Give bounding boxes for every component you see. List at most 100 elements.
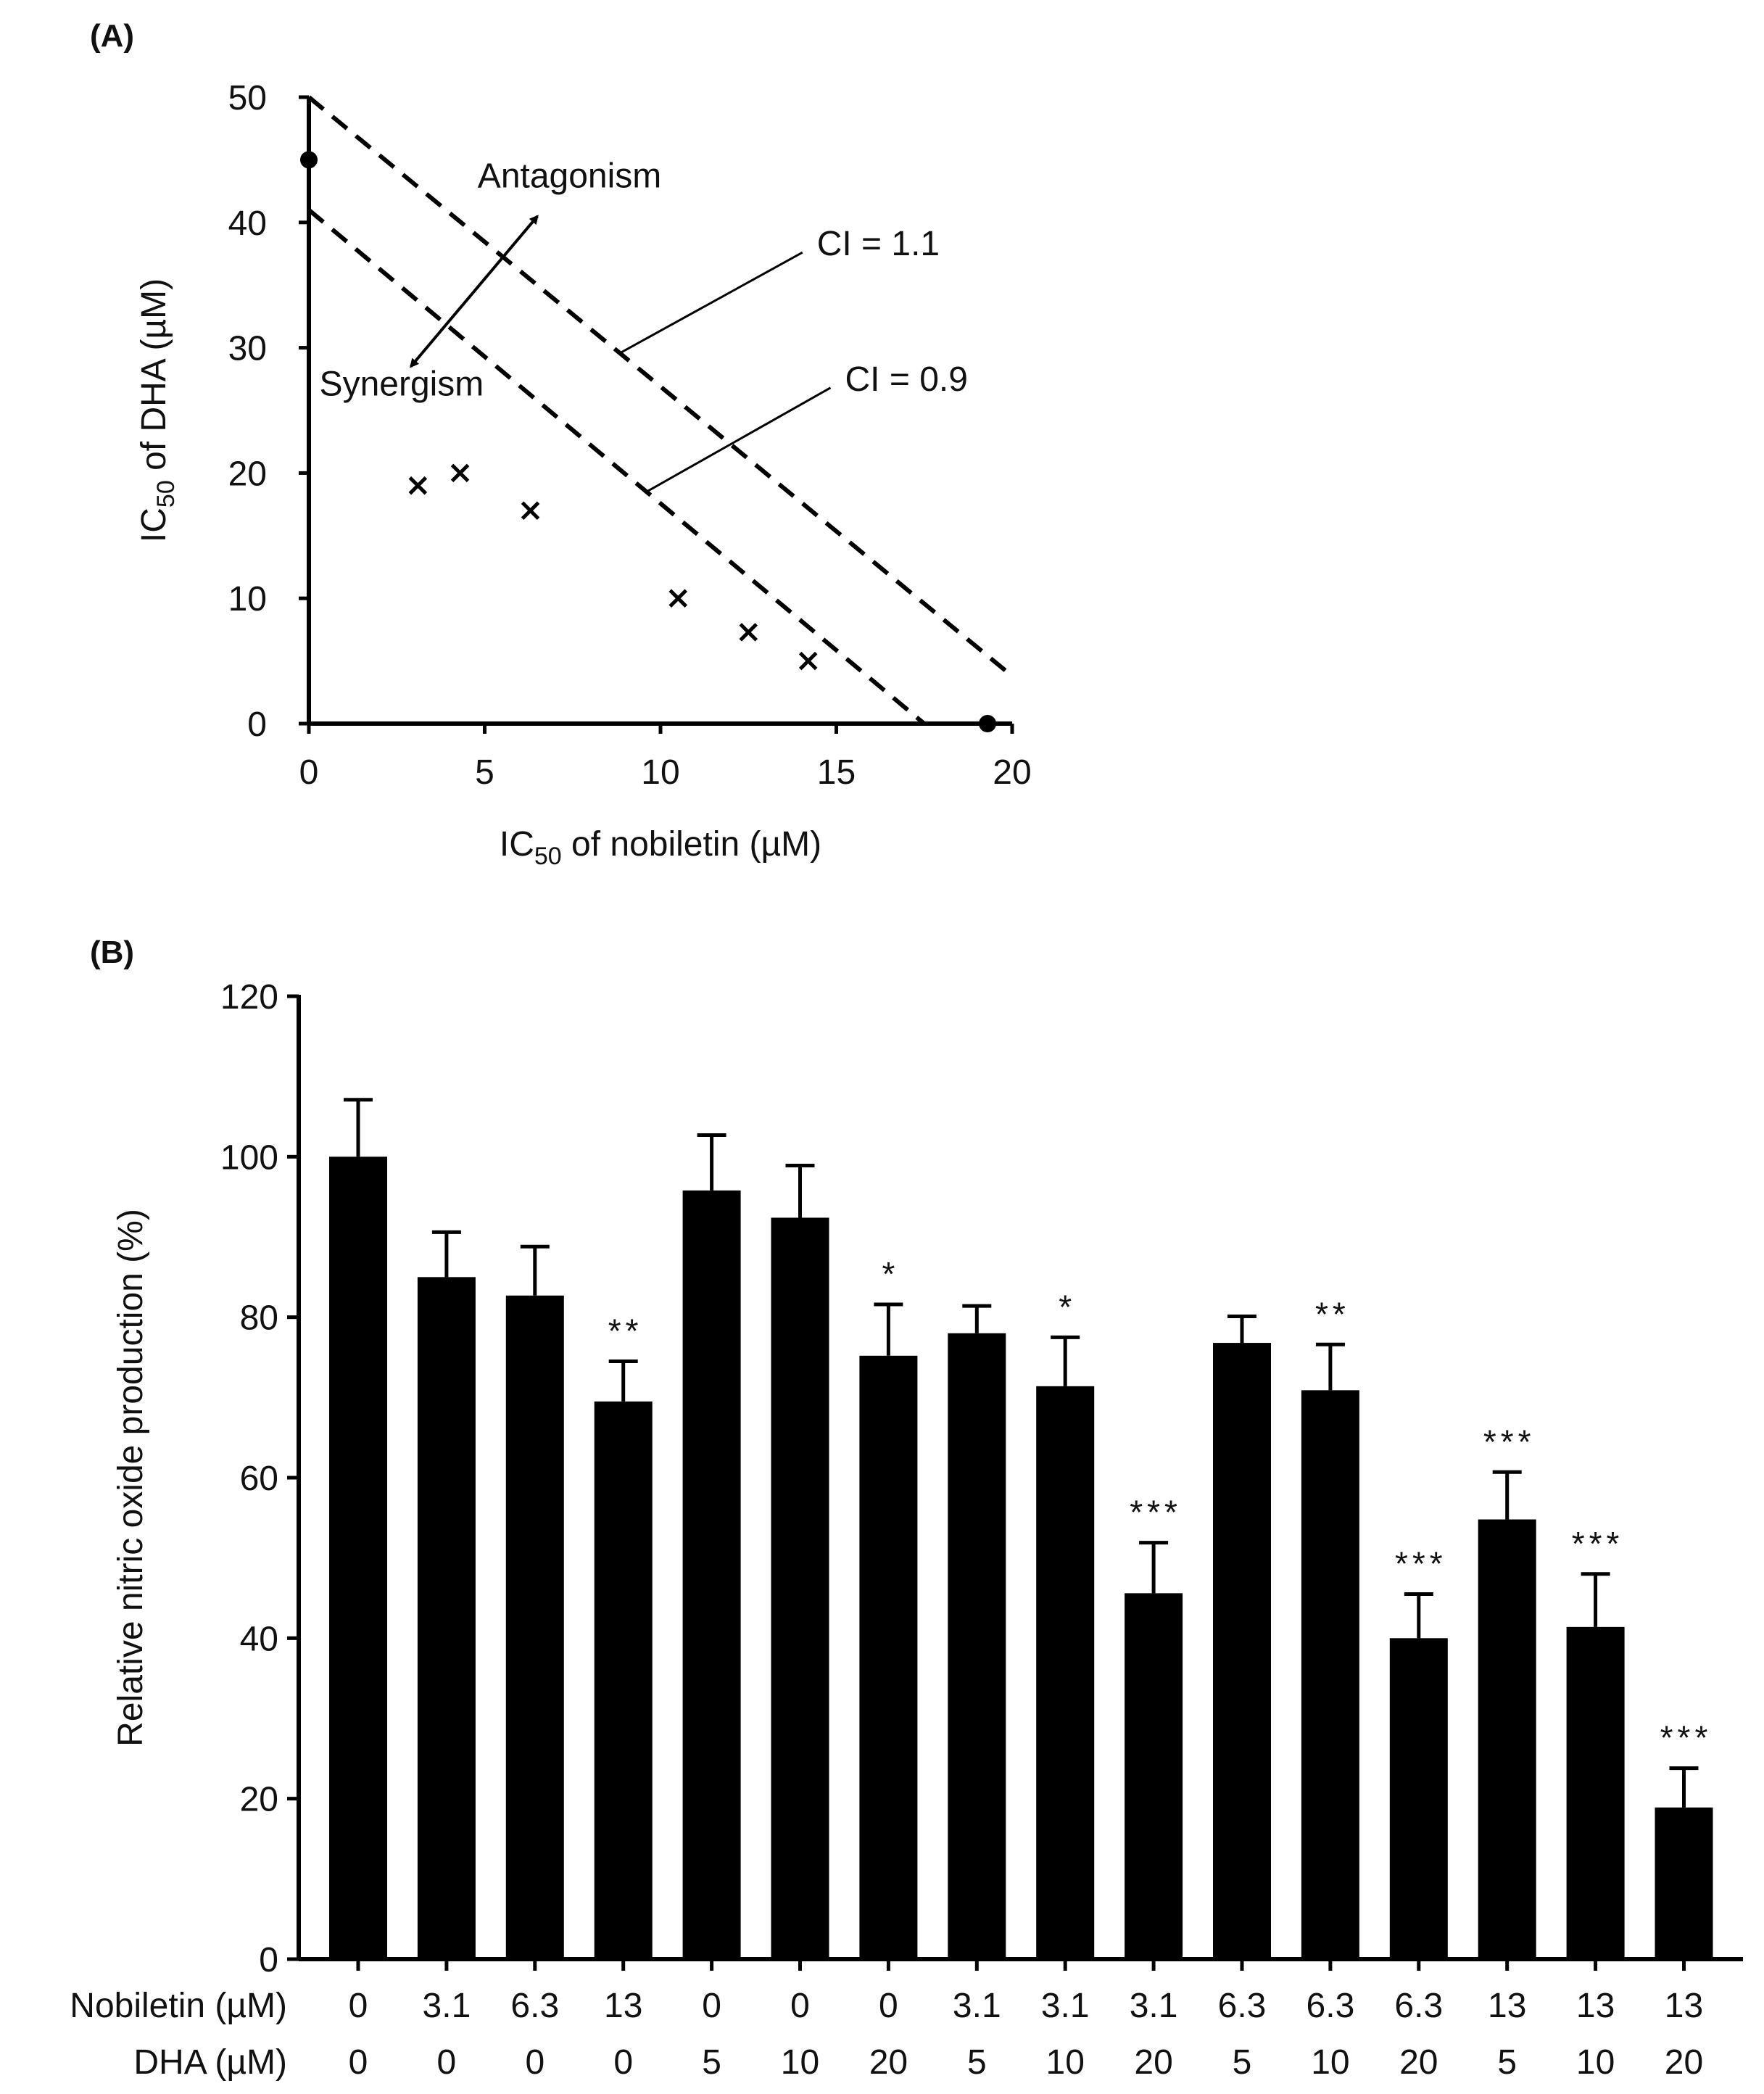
nobiletin-dose-label: 13 [1665,1987,1703,2025]
nobiletin-dose-label: 6.3 [1307,1987,1355,2025]
nobiletin-dose-label: 6.3 [1218,1987,1267,2025]
y-tick-label: 80 [240,1299,278,1338]
y-tick-label: 10 [228,580,267,618]
bar [329,1156,387,1959]
combination-point [739,623,758,642]
y-tick-label: 0 [247,705,267,744]
dha-dose-label: 0 [613,2043,633,2082]
dha-dose-label: 20 [1134,2043,1172,2082]
combination-point [408,476,428,495]
combination-point [798,651,818,671]
bar [1655,1807,1713,1959]
y-tick-label: 30 [228,330,267,368]
nobiletin-dose-label: 0 [702,1987,721,2025]
significance-label: *** [1660,1719,1713,1757]
nobiletin-dose-label: 13 [1488,1987,1526,2025]
dha-dose-label: 20 [1399,2043,1438,2082]
significance-label: *** [1572,1525,1624,1563]
nobiletin-dose-label: 0 [349,1987,368,2025]
region-label: Antagonism [478,157,661,195]
dha-dose-label: 5 [1233,2043,1252,2082]
y-axis-title: Relative nitric oxide production (%) [112,1209,150,1747]
y-tick-label: 50 [228,79,267,117]
dha-dose-label: 5 [1497,2043,1517,2082]
nobiletin-dose-label: 0 [790,1987,810,2025]
dha-dose-label: 0 [525,2043,544,2082]
bar [1389,1638,1448,1959]
significance-label: ** [608,1312,643,1350]
bar [682,1190,741,1959]
bar [1036,1386,1095,1959]
significance-label: *** [1130,1494,1182,1531]
significance-label: * [1059,1288,1076,1325]
x-axis-title: IC50 of nobiletin (µM) [500,825,821,870]
dha-dose-label: 10 [1046,2043,1085,2082]
x-axis-title-rest: of nobiletin (µM) [562,825,821,864]
ci-pointer-line [618,251,803,355]
y-tick-label: 20 [228,455,267,493]
x-tick-label: 5 [475,753,494,792]
nobiletin-dose-label: 13 [604,1987,642,2025]
dha-dose-label: 20 [869,2043,908,2082]
combination-point [668,589,688,608]
y-axis-title: IC50 of DHA (µM) [135,278,180,542]
nobiletin-row-label: Nobiletin (µM) [70,1987,287,2025]
y-tick-label: 60 [240,1460,278,1498]
significance-label: *** [1395,1544,1447,1582]
x-axis-title-sub: 50 [534,843,562,870]
nobiletin-dose-label: 3.1 [423,1987,471,2025]
bar [1478,1519,1536,1959]
bar [594,1401,653,1959]
dha-dose-label: 20 [1665,2043,1703,2082]
ci-label: CI = 0.9 [845,360,968,399]
y-axis-title-main: IC [135,508,173,542]
bar [417,1277,476,1959]
x-tick-label: 10 [641,753,679,792]
bar [1301,1390,1359,1959]
significance-label: * [882,1255,899,1293]
nobiletin-dose-label: 0 [879,1987,898,2025]
dha-dose-label: 5 [967,2043,987,2082]
nobiletin-dose-label: 3.1 [953,1987,1001,2025]
y-tick-label: 40 [228,204,267,243]
y-tick-label: 120 [220,978,278,1017]
combination-point [450,463,470,483]
dha-dose-label: 0 [349,2043,368,2082]
nobiletin-dose-label: 6.3 [510,1987,559,2025]
panel-b-label: (B) [90,935,134,970]
bar [1125,1593,1183,1959]
dha-dose-label: 5 [702,2043,721,2082]
single-agent-point [300,151,318,169]
bar [1213,1343,1271,1959]
dha-dose-label: 10 [781,2043,819,2082]
ci-line [307,208,926,726]
dha-dose-label: 10 [1576,2043,1615,2082]
y-tick-label: 100 [220,1138,278,1177]
nobiletin-dose-label: 3.1 [1130,1987,1178,2025]
panel-a-label: (A) [90,18,134,54]
bar [1566,1626,1625,1959]
single-agent-point [979,715,997,732]
nobiletin-dose-label: 13 [1576,1987,1615,2025]
double-arrow [410,215,539,368]
y-tick-label: 0 [259,1941,278,1979]
x-axis-title-main: IC [500,825,534,864]
significance-label: *** [1483,1423,1536,1460]
y-axis-title-rest: of DHA (µM) [135,278,173,480]
dha-dose-label: 10 [1311,2043,1349,2082]
region-label: Synergism [320,365,484,403]
y-tick-label: 40 [240,1620,278,1658]
y-axis-title-sub: 50 [152,480,180,508]
bar [859,1355,918,1959]
nobiletin-dose-label: 3.1 [1041,1987,1090,2025]
ci-label: CI = 1.1 [817,225,940,263]
bar [948,1333,1006,1959]
bar [771,1217,829,1959]
x-tick-label: 20 [993,753,1031,792]
x-tick-label: 0 [299,753,319,792]
x-tick-label: 15 [817,753,856,792]
nobiletin-dose-label: 6.3 [1394,1987,1443,2025]
